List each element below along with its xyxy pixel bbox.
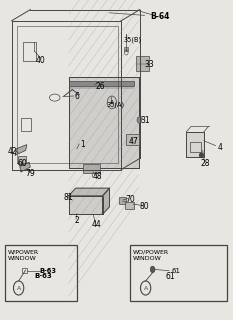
Text: 61: 61 xyxy=(171,268,180,274)
Text: 35(A): 35(A) xyxy=(106,102,124,108)
Polygon shape xyxy=(103,188,110,214)
Circle shape xyxy=(137,117,142,123)
Text: B-64: B-64 xyxy=(150,12,169,20)
Text: 81: 81 xyxy=(64,193,73,202)
Bar xyxy=(69,81,134,86)
Text: 48: 48 xyxy=(93,172,103,181)
Text: B-63: B-63 xyxy=(39,268,56,274)
Circle shape xyxy=(150,266,155,273)
Text: 70: 70 xyxy=(125,195,135,204)
Polygon shape xyxy=(20,162,30,172)
Bar xyxy=(126,134,139,145)
Text: 4: 4 xyxy=(218,143,223,152)
Text: WO/POWER
WINDOW: WO/POWER WINDOW xyxy=(133,249,169,261)
Bar xyxy=(69,77,139,168)
Bar xyxy=(21,118,31,131)
Bar xyxy=(69,77,139,168)
Bar xyxy=(69,196,103,214)
Bar xyxy=(136,56,149,71)
Text: A: A xyxy=(110,100,114,105)
Bar xyxy=(190,142,201,152)
Text: 79: 79 xyxy=(25,169,35,178)
Text: W/POWER
WINDOW: W/POWER WINDOW xyxy=(7,249,39,261)
Text: 33: 33 xyxy=(144,60,154,69)
Text: 31: 31 xyxy=(141,116,151,124)
Bar xyxy=(23,42,36,61)
Text: 40: 40 xyxy=(36,56,46,65)
Bar xyxy=(5,245,77,301)
Text: 35(B): 35(B) xyxy=(123,36,141,43)
Text: 26: 26 xyxy=(95,82,105,91)
Bar xyxy=(124,47,128,51)
Text: 61: 61 xyxy=(165,272,175,281)
Text: 28: 28 xyxy=(201,159,210,168)
Polygon shape xyxy=(15,145,27,155)
Polygon shape xyxy=(186,132,204,157)
Circle shape xyxy=(200,153,203,157)
Bar xyxy=(69,196,103,214)
Bar xyxy=(119,197,126,204)
Text: 47: 47 xyxy=(129,137,139,146)
Text: 60: 60 xyxy=(17,159,27,168)
Text: 2: 2 xyxy=(75,216,79,225)
Bar xyxy=(83,164,100,173)
Bar xyxy=(130,245,227,301)
Text: 80: 80 xyxy=(139,202,149,211)
Bar xyxy=(125,202,134,209)
Text: 1: 1 xyxy=(80,140,85,149)
Bar xyxy=(22,268,27,273)
Text: B-63: B-63 xyxy=(34,273,52,279)
Text: 42: 42 xyxy=(8,147,18,156)
Polygon shape xyxy=(69,188,110,196)
Text: 44: 44 xyxy=(92,220,102,229)
Text: 6: 6 xyxy=(75,92,79,101)
Text: A: A xyxy=(144,285,148,291)
Bar xyxy=(18,156,26,164)
Text: A: A xyxy=(17,285,21,291)
